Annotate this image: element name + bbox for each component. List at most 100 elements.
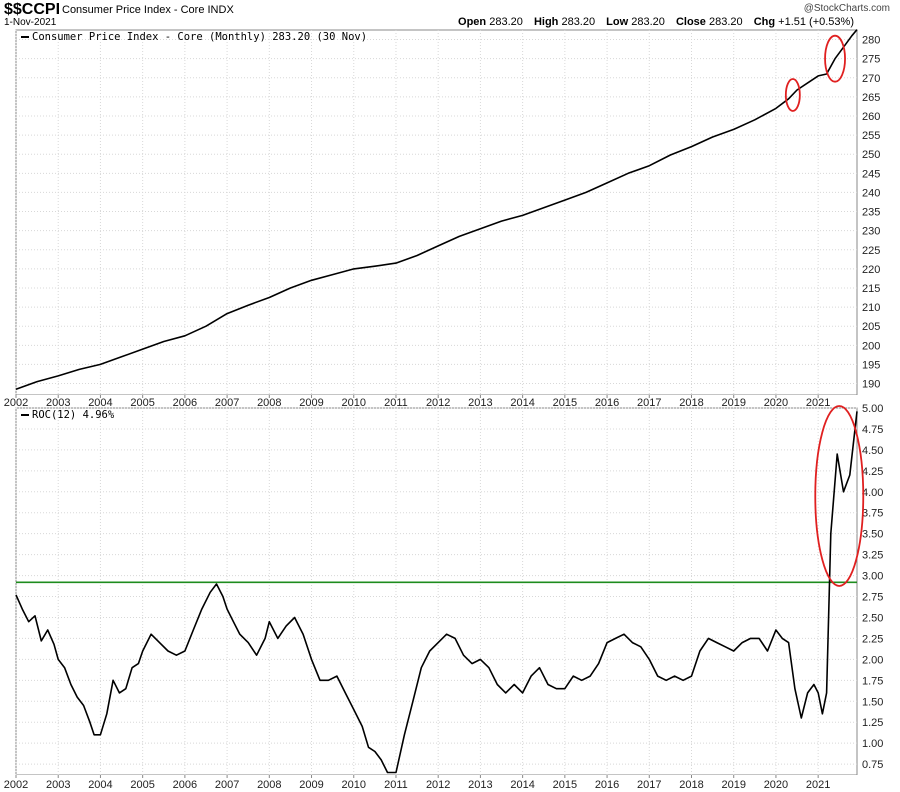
- y-tick-label: 275: [862, 54, 880, 66]
- legend-label: Consumer Price Index - Core (Monthly) 28…: [32, 31, 367, 43]
- y-tick-label: 195: [862, 359, 880, 371]
- annotation-ellipse: [814, 405, 865, 587]
- x-tick-label: 2015: [553, 779, 577, 791]
- y-tick-label: 270: [862, 73, 880, 85]
- y-tick-label: 3.50: [862, 529, 883, 541]
- x-tick-label: 2018: [679, 779, 703, 791]
- x-tick-label: 2021: [806, 779, 830, 791]
- annotation-ellipse: [824, 34, 846, 83]
- x-tick-label: 2003: [46, 397, 70, 409]
- low-value: 283.20: [631, 16, 665, 28]
- y-tick-label: 235: [862, 207, 880, 219]
- chart-header: $$CCPI Consumer Price Index - Core INDX …: [0, 0, 900, 30]
- legend-label: ROC(12) 4.96%: [32, 409, 115, 421]
- x-tick-label: 2011: [384, 397, 408, 409]
- x-tick-label: 2006: [173, 779, 197, 791]
- y-tick-label: 1.75: [862, 675, 883, 687]
- y-tick-label: 2.75: [862, 592, 883, 604]
- y-tick-label: 1.25: [862, 717, 883, 729]
- x-tick-label: 2018: [679, 397, 703, 409]
- index-name-label: Consumer Price Index - Core INDX: [62, 4, 234, 16]
- x-tick-label: 2008: [257, 779, 281, 791]
- y-tick-label: 260: [862, 111, 880, 123]
- x-tick-label: 2012: [426, 397, 450, 409]
- x-tick-label: 2016: [595, 397, 619, 409]
- roc-x-axis: 2002 2003 2004 2005 2006 2007 2008 2009 2010 2011…: [0, 775, 900, 791]
- y-tick-label: 5.00: [862, 403, 883, 415]
- open-value: 283.20: [489, 16, 523, 28]
- x-tick-label: 2002: [4, 397, 28, 409]
- x-tick-label: 2010: [342, 397, 366, 409]
- x-tick-label: 2007: [215, 779, 239, 791]
- x-tick-label: 2007: [215, 397, 239, 409]
- y-tick-label: 220: [862, 264, 880, 276]
- annotation-ellipse: [784, 78, 801, 112]
- x-tick-label: 2021: [806, 397, 830, 409]
- x-tick-label: 2010: [342, 779, 366, 791]
- close-value: 283.20: [708, 16, 743, 28]
- y-tick-label: 215: [862, 283, 880, 295]
- chg-label: Chg: [753, 16, 776, 28]
- x-tick-label: 2020: [764, 397, 788, 409]
- x-tick-label: 2006: [173, 397, 197, 409]
- y-tick-label: 3.00: [862, 571, 883, 583]
- ohlc-readout: Open 283.20 High 283.20 Low 283.20 Close…: [458, 16, 854, 28]
- y-tick-label: 190: [862, 379, 880, 391]
- x-tick-label: 2009: [299, 397, 323, 409]
- y-tick-label: 4.50: [862, 445, 883, 457]
- x-tick-label: 2011: [384, 779, 408, 791]
- x-axis-band: [0, 395, 900, 408]
- y-tick-label: 280: [862, 35, 880, 47]
- copyright-label[interactable]: @StockCharts.com: [803, 3, 890, 14]
- y-tick-label: 4.75: [862, 424, 883, 436]
- plot-frame: [15, 407, 858, 776]
- price-x-axis: 2002 2003 2004 2005 2006 2007 2008 2009 2010 2011…: [0, 395, 900, 409]
- chg-value: +1.51 (+0.53%): [778, 16, 854, 28]
- y-tick-label: 3.25: [862, 550, 883, 562]
- x-tick-label: 2014: [510, 397, 534, 409]
- y-tick-label: 4.00: [862, 487, 883, 499]
- y-tick-label: 1.00: [862, 738, 883, 750]
- low-label: Low: [606, 16, 629, 28]
- x-tick-label: 2002: [4, 779, 28, 791]
- y-tick-label: 255: [862, 130, 880, 142]
- roc-panel[interactable]: 0.75 1.00 1.25 1.50 1.75 2.00 2.25 2.50 2.75 3.00…: [15, 403, 883, 776]
- x-tick-label: 2020: [764, 779, 788, 791]
- high-label: High: [533, 16, 559, 28]
- y-tick-label: 225: [862, 245, 880, 257]
- x-tick-label: 2004: [88, 397, 112, 409]
- y-tick-label: 230: [862, 226, 880, 238]
- x-tick-label: 2013: [468, 397, 492, 409]
- price-panel[interactable]: 190 195 200 205 210 215 220 225 230 235 240 245 250 2…: [15, 29, 880, 396]
- date-label: 1-Nov-2021: [4, 17, 57, 28]
- open-label: Open: [458, 16, 487, 28]
- x-tick-label: 2017: [637, 779, 661, 791]
- y-tick-label: 210: [862, 302, 880, 314]
- x-tick-label: 2008: [257, 397, 281, 409]
- x-tick-label: 2004: [88, 779, 112, 791]
- x-tick-label: 2017: [637, 397, 661, 409]
- y-tick-label: 1.50: [862, 696, 883, 708]
- y-tick-label: 2.00: [862, 654, 883, 666]
- legend: ROC(12) 4.96%: [21, 409, 115, 421]
- y-tick-label: 2.50: [862, 612, 883, 624]
- y-tick-label: 205: [862, 321, 880, 333]
- legend: Consumer Price Index - Core (Monthly) 28…: [21, 31, 367, 43]
- x-tick-label: 2014: [510, 779, 534, 791]
- plot-frame: [15, 29, 858, 396]
- y-tick-label: 4.25: [862, 466, 883, 478]
- x-tick-label: 2013: [468, 779, 492, 791]
- x-tick-label: 2005: [130, 779, 154, 791]
- x-tick-label: 2019: [721, 779, 745, 791]
- y-tick-label: 0.75: [862, 759, 883, 771]
- high-value: 283.20: [561, 16, 596, 28]
- close-label: Close: [675, 16, 706, 28]
- y-tick-label: 2.25: [862, 633, 883, 645]
- x-tick-label: 2012: [426, 779, 450, 791]
- x-tick-label: 2003: [46, 779, 70, 791]
- x-tick-label: 2005: [130, 397, 154, 409]
- x-tick-label: 2016: [595, 779, 619, 791]
- y-tick-label: 265: [862, 92, 880, 104]
- x-tick-label: 2009: [299, 779, 323, 791]
